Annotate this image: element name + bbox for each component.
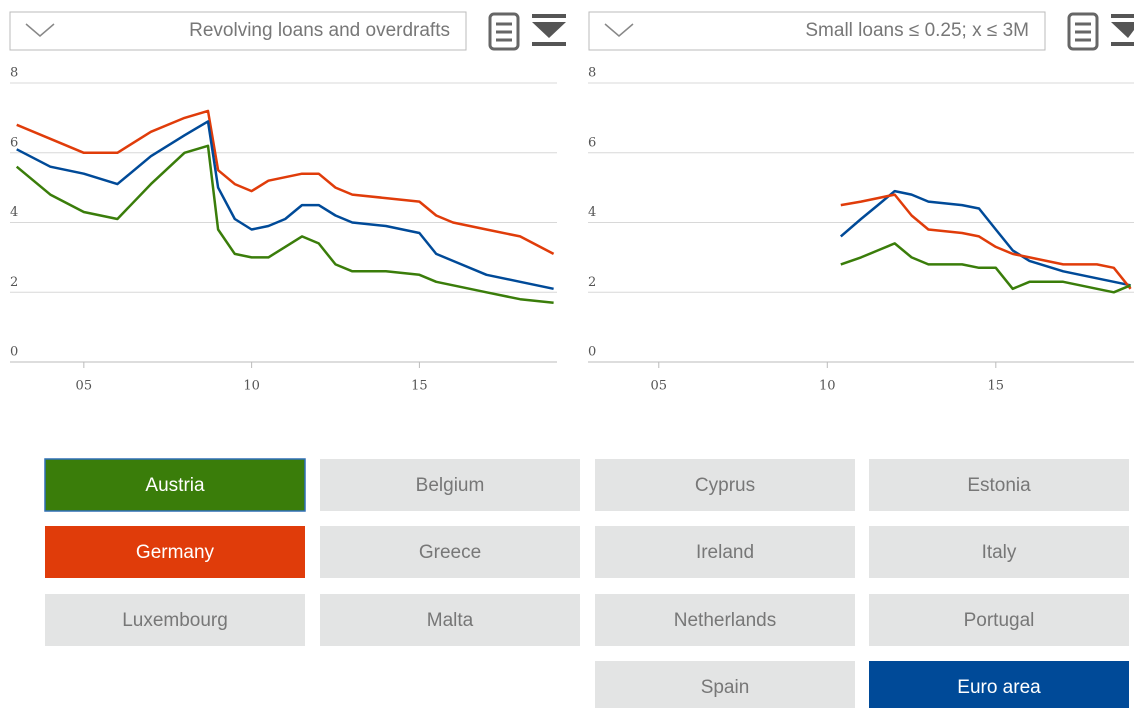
doc-icon[interactable] — [1067, 12, 1099, 51]
country-button[interactable]: Netherlands — [595, 594, 855, 646]
y-tick-label: 4 — [588, 205, 596, 220]
x-tick-label: 05 — [76, 379, 93, 394]
download-icon[interactable] — [532, 14, 566, 46]
y-tick-label: 0 — [588, 345, 596, 360]
dropdown-box[interactable] — [9, 11, 467, 51]
series-line — [16, 109, 555, 256]
button-label: Italy — [982, 542, 1017, 563]
button-label: Estonia — [967, 475, 1031, 496]
series-line — [840, 193, 1132, 290]
button-bg — [595, 661, 855, 708]
button-bg — [595, 526, 855, 578]
country-button[interactable]: Cyprus — [595, 459, 855, 511]
doc-icon[interactable] — [488, 12, 520, 51]
dropdown[interactable]: Revolving loans and overdrafts — [9, 11, 467, 51]
country-button[interactable]: Greece — [320, 526, 580, 578]
country-button[interactable]: Italy — [869, 526, 1129, 578]
button-bg — [869, 526, 1129, 578]
x-tick-label: 15 — [411, 379, 428, 394]
button-label: Ireland — [696, 542, 754, 563]
button-bg — [869, 661, 1129, 708]
button-label: Malta — [427, 610, 474, 631]
button-bg — [45, 526, 305, 578]
y-tick-label: 2 — [588, 275, 596, 290]
country-button[interactable]: Austria — [44, 458, 306, 512]
series-line — [16, 120, 554, 291]
country-button[interactable]: Belgium — [320, 459, 580, 511]
y-tick-label: 8 — [10, 66, 18, 81]
y-tick-label: 6 — [10, 135, 18, 150]
button-label: Greece — [419, 542, 481, 563]
button-bg — [320, 526, 580, 578]
dropdown[interactable]: Small loans ≤ 0.25; x ≤ 3M — [588, 11, 1046, 51]
y-tick-label: 8 — [588, 66, 596, 81]
button-label: Luxembourg — [122, 610, 228, 631]
button-bg — [44, 458, 306, 512]
country-button[interactable]: Luxembourg — [45, 594, 305, 646]
button-bg — [45, 594, 305, 646]
dropdown-box[interactable] — [588, 11, 1046, 51]
y-tick-label: 4 — [10, 205, 18, 220]
series-line — [15, 144, 554, 304]
country-button[interactable]: Portugal — [869, 594, 1129, 646]
series-line — [840, 242, 1132, 294]
x-tick-label: 05 — [651, 379, 668, 394]
x-tick-label: 10 — [243, 379, 260, 394]
country-button[interactable]: Germany — [45, 526, 305, 578]
y-tick-label: 6 — [588, 135, 596, 150]
button-label: Germany — [136, 542, 215, 563]
button-bg — [869, 594, 1129, 646]
button-label: Euro area — [957, 677, 1041, 698]
button-label: Netherlands — [674, 610, 776, 631]
button-bg — [869, 459, 1129, 511]
download-icon[interactable] — [1111, 14, 1134, 46]
button-bg — [320, 594, 580, 646]
button-bg — [595, 459, 855, 511]
country-button[interactable]: Estonia — [869, 459, 1129, 511]
dropdown-label: Revolving loans and overdrafts — [189, 20, 450, 41]
country-button[interactable]: Euro area — [869, 661, 1129, 708]
button-label: Spain — [701, 677, 750, 698]
x-tick-label: 10 — [819, 379, 836, 394]
series-line — [839, 189, 1131, 287]
button-label: Austria — [145, 475, 205, 496]
dropdown-label: Small loans ≤ 0.25; x ≤ 3M — [805, 20, 1029, 41]
button-label: Belgium — [416, 475, 485, 496]
button-bg — [320, 459, 580, 511]
button-label: Cyprus — [695, 475, 755, 496]
chevron — [25, 23, 55, 37]
country-button[interactable]: Spain — [595, 661, 855, 708]
country-button[interactable]: Malta — [320, 594, 580, 646]
y-tick-label: 0 — [10, 345, 18, 360]
country-button[interactable]: Ireland — [595, 526, 855, 578]
x-tick-label: 15 — [988, 379, 1005, 394]
button-label: Portugal — [964, 610, 1035, 631]
chevron — [604, 23, 634, 37]
button-bg — [595, 594, 855, 646]
y-tick-label: 2 — [10, 275, 18, 290]
